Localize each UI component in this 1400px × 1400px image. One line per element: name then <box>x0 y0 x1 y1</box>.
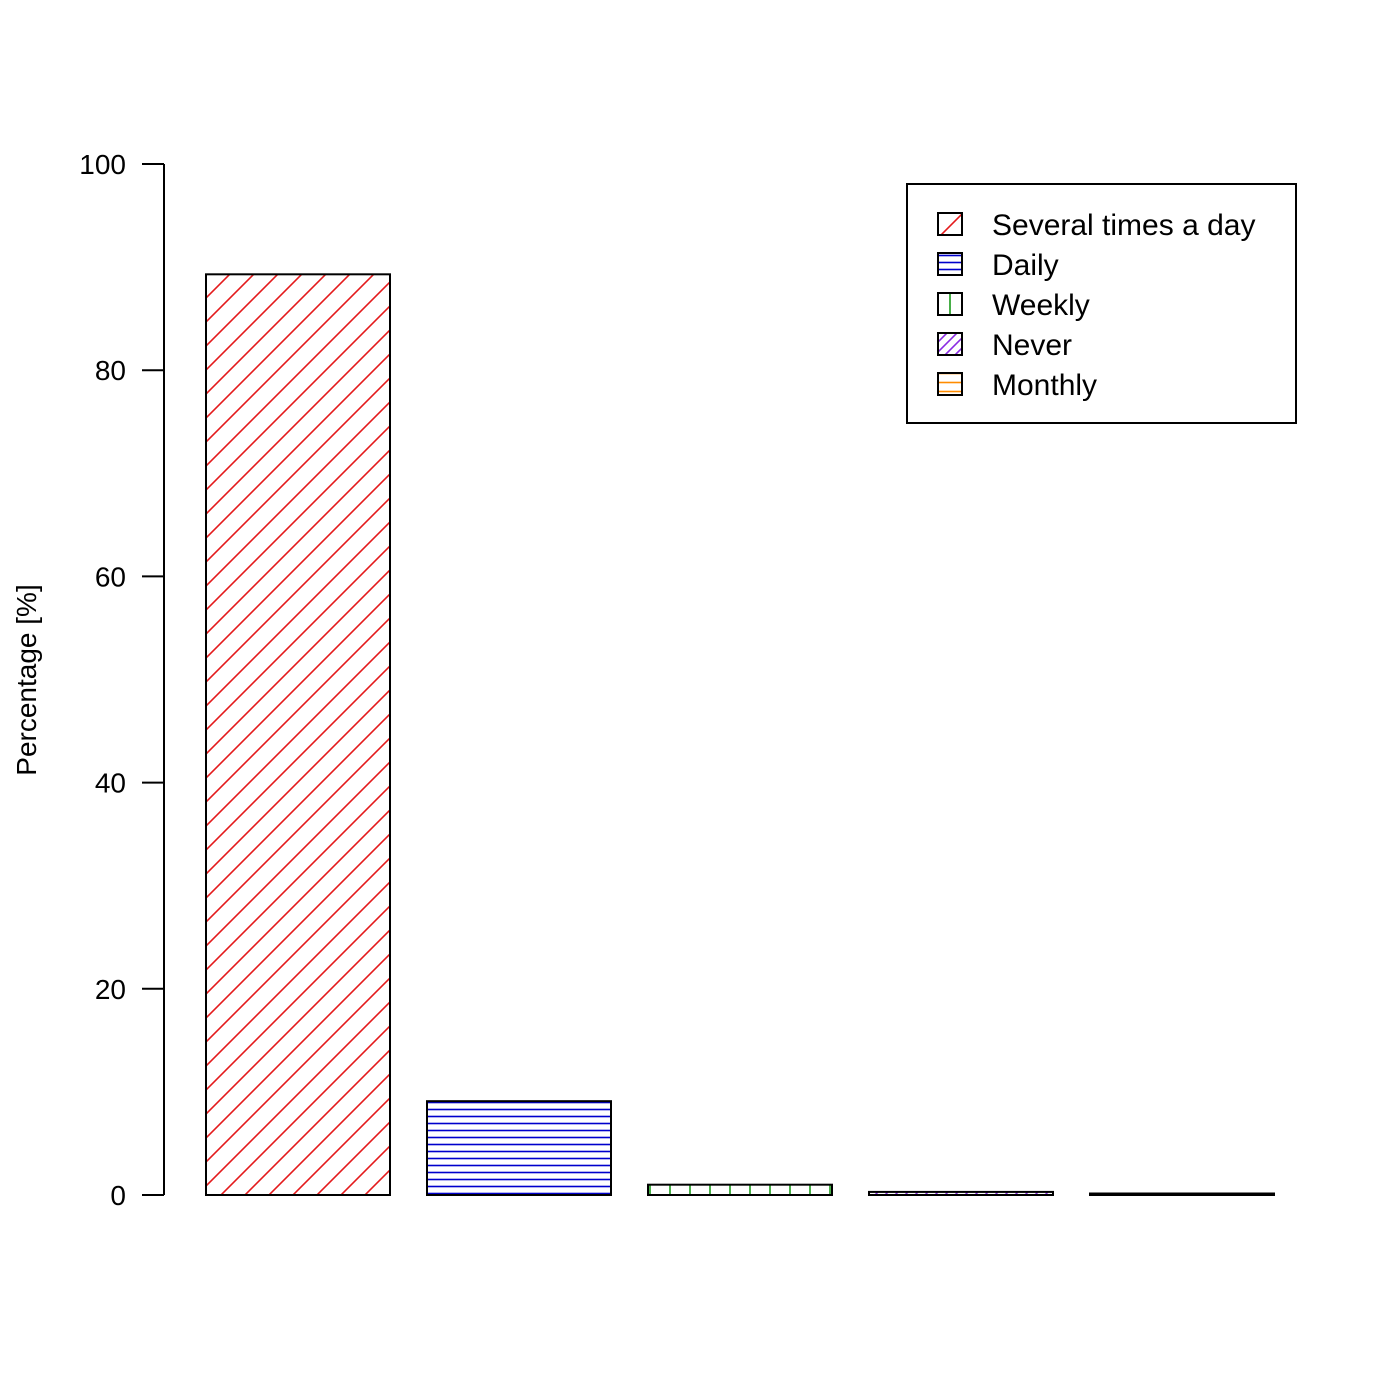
legend-label: Never <box>992 329 1072 362</box>
bar-4 <box>868 1190 1054 1196</box>
y-tick-label: 0 <box>110 1180 126 1211</box>
y-axis-title: Percentage [%] <box>11 584 42 775</box>
legend-swatch <box>937 292 963 316</box>
legend-swatch <box>937 212 963 236</box>
bar-2 <box>426 1100 612 1196</box>
y-tick-label: 60 <box>95 561 126 592</box>
bar-5 <box>1089 1192 1275 1196</box>
legend-label: Weekly <box>992 289 1090 322</box>
y-tick-label: 80 <box>95 355 126 386</box>
y-tick-label: 20 <box>95 974 126 1005</box>
y-tick-label: 100 <box>79 149 126 180</box>
legend: Several times a day Daily Weekly Never Month… <box>906 183 1297 424</box>
y-tick-label: 40 <box>95 768 126 799</box>
legend-swatch <box>937 252 963 276</box>
legend-label: Monthly <box>992 369 1097 402</box>
bars <box>205 273 1275 1196</box>
legend-label: Several times a day <box>992 209 1255 242</box>
legend-label: Daily <box>992 249 1059 282</box>
legend-swatch <box>937 332 963 356</box>
bar-3 <box>647 1183 833 1196</box>
bar-1 <box>205 273 391 1196</box>
y-axis: 0 20 40 60 80 100 <box>79 149 165 1211</box>
legend-box <box>906 183 1297 424</box>
legend-swatch <box>937 372 963 396</box>
